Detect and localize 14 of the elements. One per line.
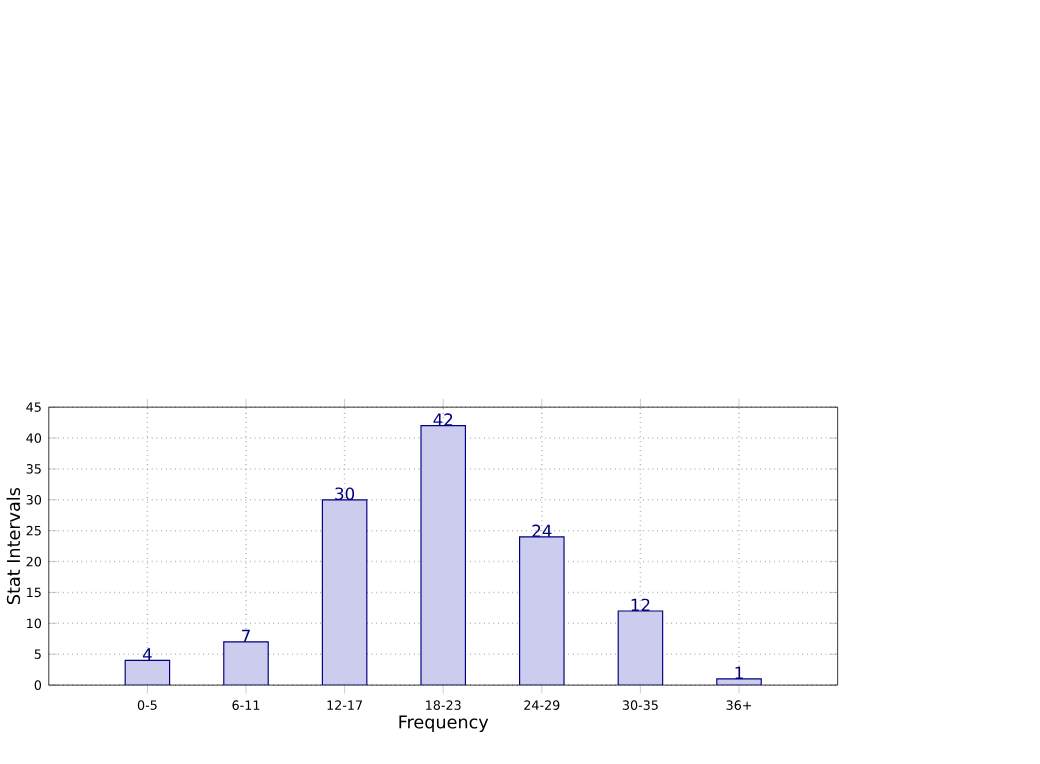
data-label: 24: [532, 524, 552, 538]
bar: [420, 425, 467, 686]
data-label: 30: [335, 487, 355, 501]
data-label: 12: [631, 598, 650, 612]
bar: [617, 610, 664, 686]
data-label: 4: [142, 648, 152, 661]
data-label: 1: [735, 667, 743, 680]
bar: [223, 641, 269, 686]
data-label: 7: [242, 630, 250, 643]
bar: [321, 499, 368, 686]
y-axis-title: Stat Intervals: [6, 488, 21, 605]
bar: [519, 536, 565, 686]
bar: [125, 660, 170, 686]
x-axis-title: Frequency: [399, 715, 489, 733]
